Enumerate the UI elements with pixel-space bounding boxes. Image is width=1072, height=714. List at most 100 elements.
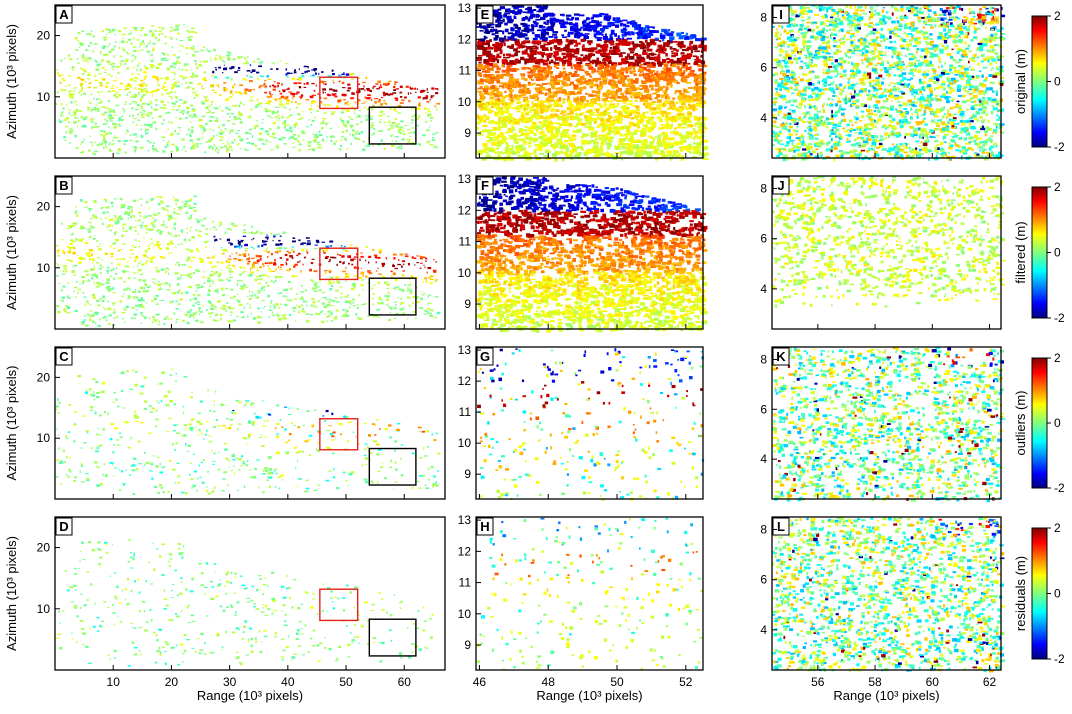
map-speckle	[390, 639, 393, 642]
map-speckle	[418, 648, 422, 651]
map-speckle	[141, 296, 144, 300]
map-speckle	[267, 275, 270, 278]
map-speckle	[174, 85, 177, 87]
map-speckle	[120, 64, 123, 66]
map-speckle	[88, 100, 90, 102]
map-speckle	[239, 147, 241, 150]
map-speckle	[259, 316, 262, 319]
map-speckle	[281, 136, 286, 139]
map-speckle	[286, 72, 290, 75]
map-speckle	[589, 86, 594, 89]
map-speckle	[135, 420, 139, 422]
map-speckle	[298, 252, 301, 255]
map-speckle	[96, 91, 101, 93]
map-speckle	[113, 233, 116, 236]
map-speckle	[350, 127, 353, 129]
map-speckle	[180, 273, 183, 276]
map-speckle	[339, 286, 343, 288]
map-speckle	[89, 102, 92, 104]
map-speckle	[117, 149, 121, 152]
map-speckle	[154, 425, 157, 428]
map-speckle	[211, 586, 215, 588]
map-speckle	[265, 109, 269, 113]
map-speckle	[242, 463, 246, 465]
map-speckle	[102, 284, 105, 286]
map-speckle	[139, 215, 142, 217]
map-speckle	[348, 116, 351, 118]
map-speckle	[277, 117, 280, 120]
map-speckle	[306, 304, 308, 307]
map-speckle	[393, 307, 397, 310]
map-speckle	[306, 320, 310, 323]
map-speckle	[144, 224, 148, 228]
map-speckle	[120, 206, 123, 209]
map-speckle	[561, 71, 564, 75]
map-speckle	[126, 93, 129, 96]
map-E	[476, 5, 709, 162]
map-speckle	[291, 256, 293, 259]
map-speckle	[258, 147, 261, 150]
map-speckle	[186, 53, 188, 55]
map-speckle	[340, 120, 345, 122]
map-speckle	[112, 304, 114, 306]
map-speckle	[251, 402, 255, 404]
map-speckle	[331, 439, 335, 441]
map-speckle	[152, 58, 154, 60]
map-speckle	[234, 572, 237, 575]
map-speckle	[357, 443, 360, 445]
map-speckle	[200, 572, 204, 575]
map-speckle	[171, 46, 173, 49]
map-speckle	[693, 142, 698, 145]
map-speckle	[189, 207, 193, 209]
map-speckle	[308, 439, 311, 441]
map-speckle	[215, 238, 218, 241]
map-speckle	[425, 487, 430, 489]
map-speckle	[106, 226, 109, 229]
map-speckle	[85, 242, 89, 245]
map-speckle	[332, 89, 335, 92]
map-speckle	[174, 569, 177, 572]
map-speckle	[225, 573, 228, 576]
map-speckle	[269, 85, 271, 88]
map-speckle	[159, 555, 162, 558]
map-speckle	[279, 243, 283, 246]
map-speckle	[135, 108, 138, 111]
map-speckle	[62, 610, 65, 612]
map-speckle	[56, 69, 59, 71]
map-speckle	[365, 97, 367, 99]
map-speckle	[95, 450, 99, 453]
map-speckle	[205, 246, 207, 249]
map-speckle	[117, 263, 121, 266]
map-speckle	[72, 638, 74, 640]
map-speckle	[616, 102, 619, 106]
map-speckle	[374, 128, 376, 130]
map-speckle	[134, 256, 136, 259]
map-speckle	[211, 262, 212, 265]
map-speckle	[209, 301, 212, 304]
map-speckle	[237, 130, 241, 132]
map-speckle	[288, 314, 292, 317]
map-speckle	[378, 86, 383, 89]
map-speckle	[416, 125, 419, 127]
map-speckle	[270, 280, 273, 283]
map-speckle	[198, 119, 203, 122]
map-speckle	[388, 424, 392, 427]
map-speckle	[144, 255, 148, 258]
map-speckle	[379, 251, 381, 254]
map-speckle	[535, 61, 539, 65]
map-speckle	[294, 93, 298, 95]
map-speckle	[168, 218, 171, 221]
map-speckle	[356, 253, 358, 256]
map-speckle	[213, 404, 215, 406]
map-speckle	[144, 629, 148, 632]
map-speckle	[72, 69, 74, 71]
map-speckle	[417, 117, 420, 120]
map-speckle	[317, 141, 320, 144]
map-speckle	[176, 462, 180, 465]
map-speckle	[419, 257, 424, 260]
map-speckle	[225, 287, 229, 290]
map-speckle	[128, 139, 133, 141]
map-speckle	[98, 391, 101, 394]
map-speckle	[365, 602, 367, 604]
map-speckle	[204, 642, 206, 645]
